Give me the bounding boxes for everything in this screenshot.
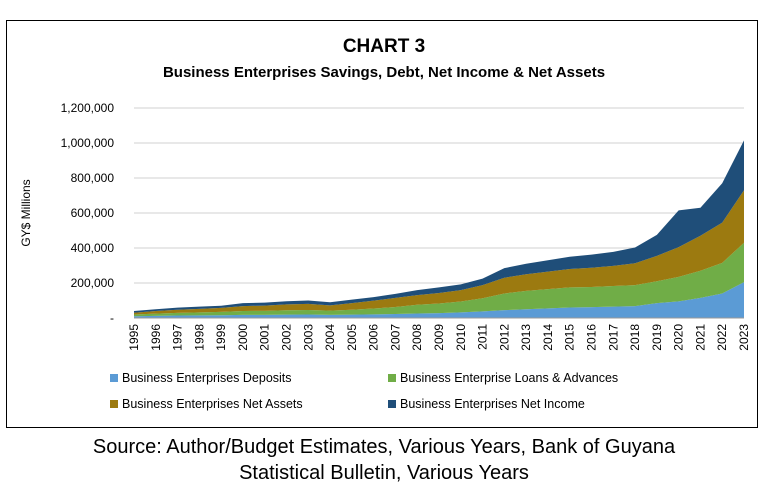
x-tick-label: 2021 [693,324,707,351]
y-tick-label: 400,000 [71,241,115,255]
y-tick-label: 1,200,000 [61,101,115,115]
legend-label: Business Enterprises Deposits [122,371,292,385]
x-tick-label: 2015 [563,324,577,351]
chart-subtitle: Business Enterprises Savings, Debt, Net … [162,64,606,81]
legend-swatch [110,374,118,382]
y-axis-label: GY$ Millions [19,179,33,246]
x-tick-label: 2004 [323,324,337,351]
x-tick-label: 2001 [258,324,272,351]
x-tick-label: 2003 [301,324,315,351]
x-tick-label: 1999 [214,324,228,351]
x-tick-label: 1995 [127,324,141,351]
x-tick-label: 2008 [410,324,424,351]
x-tick-label: 2022 [715,324,729,351]
x-tick-label: 2012 [497,324,511,351]
x-tick-label: 2018 [628,324,642,351]
x-tick-label: 2009 [432,324,446,351]
x-tick-label: 2016 [585,324,599,351]
legend-label: Business Enterprises Net Income [400,397,585,411]
legend-swatch [110,400,118,408]
y-tick-label: 800,000 [71,171,115,185]
y-tick-label: - [110,311,114,325]
x-tick-label: 2014 [541,324,555,351]
legend-label: Business Enterprises Net Assets [122,397,303,411]
x-tick-label: 2005 [345,324,359,351]
x-tick-label: 2011 [476,324,490,350]
x-tick-label: 2000 [236,324,250,351]
area-series-2 [134,190,744,315]
x-tick-label: 2017 [606,324,620,351]
source-note: Source: Author/Budget Estimates, Various… [0,434,768,486]
y-tick-label: 600,000 [71,206,115,220]
source-line-2: Statistical Bulletin, Various Years [239,462,529,484]
y-tick-label: 1,000,000 [61,136,115,150]
x-tick-label: 2023 [737,324,751,351]
area-series-0 [134,282,744,318]
legend-swatch [388,374,396,382]
legend-swatch [388,400,396,408]
y-tick-label: 200,000 [71,276,115,290]
x-tick-label: 1997 [171,324,185,351]
x-tick-label: 2006 [367,324,381,351]
chart-frame [6,20,758,428]
x-tick-label: 1998 [192,324,206,351]
area-series-1 [134,242,744,317]
legend-label: Business Enterprise Loans & Advances [400,371,618,385]
x-tick-label: 2020 [672,324,686,351]
source-line-1: Source: Author/Budget Estimates, Various… [92,436,676,458]
x-tick-label: 2013 [519,324,533,351]
x-tick-label: 2007 [388,324,402,351]
chart-title: CHART 3 [342,36,426,57]
x-tick-label: 1996 [149,324,163,351]
x-tick-label: 2019 [650,324,664,351]
x-tick-label: 2002 [280,324,294,351]
x-tick-label: 2010 [454,324,468,351]
